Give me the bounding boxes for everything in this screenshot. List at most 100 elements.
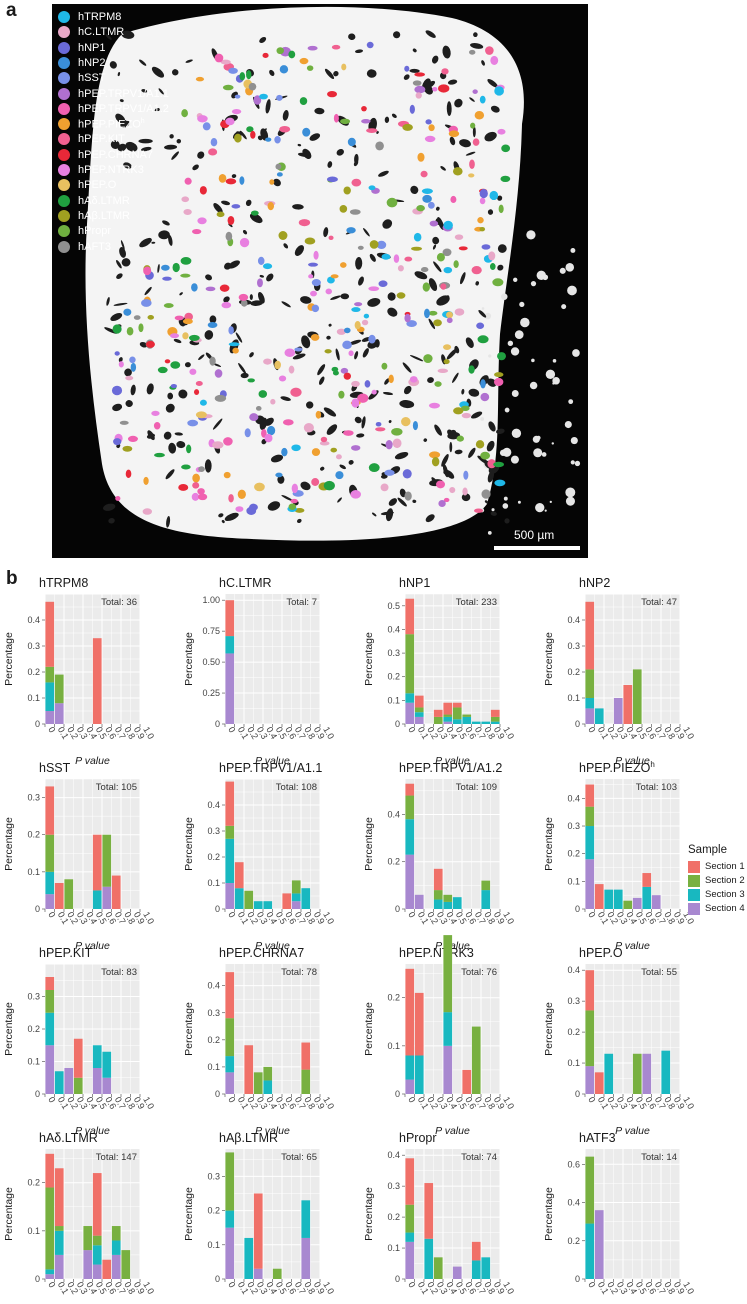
scale-bar [494, 546, 580, 550]
y-tick-label: 0.2 [567, 849, 580, 859]
y-tick-label: 0.75 [202, 626, 220, 636]
sample-legend-item: Section 1 [688, 860, 745, 873]
bar-segment [282, 893, 292, 909]
bar-segment [225, 1056, 235, 1073]
bar-segment [263, 1080, 273, 1094]
bar-segment [594, 708, 604, 724]
bar-segment [291, 880, 301, 894]
y-tick-label: 0.4 [567, 1198, 580, 1208]
total-label: Total: 109 [456, 782, 497, 793]
legend-label: hAβ.LTMR [78, 209, 130, 222]
bar-segment [45, 1269, 55, 1275]
panel-title: hSST [39, 761, 71, 775]
y-tick-label: 0 [395, 904, 400, 914]
bar-segment [54, 1254, 64, 1279]
y-tick-label: 0.6 [567, 1159, 580, 1169]
total-label: Total: 14 [641, 1152, 677, 1163]
y-tick-label: 0.2 [567, 1027, 580, 1037]
bar-segment [64, 879, 74, 909]
bar-segment [585, 1223, 595, 1279]
bar-segment [405, 1204, 415, 1233]
bar-segment [111, 1254, 121, 1279]
legend-label: hPEP.O [78, 179, 117, 192]
bar-segment [45, 990, 55, 1013]
gridlines [44, 778, 141, 910]
y-tick-label: 0.3 [567, 641, 580, 651]
x-tick-label: 1.0 [321, 1280, 336, 1296]
x-tick-label: 0 [226, 725, 237, 734]
y-axis-title: Percentage [543, 817, 555, 871]
legend-label: hPEP.TRPV1/A1.2 [78, 102, 169, 115]
sample-legend-title: Sample [688, 844, 727, 856]
y-tick-label: 0 [35, 1089, 40, 1099]
panel-title: hPEP.PIEZOh [579, 760, 655, 775]
bar-segment [92, 638, 102, 724]
legend-item: hPEP.NTRK3 [58, 163, 144, 177]
x-axis-title: P value [615, 755, 650, 767]
total-label: Total: 36 [101, 597, 137, 608]
legend-swatch [58, 56, 70, 69]
tissue-section [85, 6, 581, 541]
bar-segment [92, 1235, 102, 1246]
y-tick-label: 0 [395, 719, 400, 729]
y-tick-label: 0 [35, 904, 40, 914]
bar-segment [225, 883, 235, 909]
legend-item: hPEP.TRPV1/A1.2 [58, 102, 169, 116]
y-tick-label: 0.3 [27, 641, 40, 651]
bar-segment [405, 702, 415, 724]
bar-segment [54, 1226, 64, 1231]
bar-segment [433, 709, 443, 717]
sample-legend-label: Section 3 [705, 889, 745, 900]
bar-segment [45, 711, 55, 724]
y-tick-label: 0.1 [207, 878, 220, 888]
x-tick-label: 1.0 [141, 910, 156, 926]
y-axis-title: Percentage [183, 817, 195, 871]
bar-segment [594, 1072, 604, 1094]
legend-label: hNP1 [78, 41, 106, 54]
legend-item: hPEP.O [58, 178, 116, 192]
bar-segment [632, 1053, 642, 1094]
y-tick-label: 1.00 [202, 595, 220, 605]
x-tick-label: 1.0 [501, 910, 516, 926]
bar-segment [490, 721, 500, 724]
sample-legend-label: Section 4 [705, 903, 745, 914]
legend-swatch [58, 118, 70, 131]
sample-legend: Sample Section 1 Section 2 Section 3 Sectio… [688, 844, 745, 916]
bar-segment [45, 894, 55, 909]
bars [585, 1156, 604, 1279]
gridlines [224, 964, 321, 1095]
legend-swatch [58, 194, 70, 207]
bar-segment [225, 825, 235, 839]
bar-segment [111, 1240, 121, 1255]
y-tick-label: 0 [215, 904, 220, 914]
y-tick-label: 0.4 [387, 624, 400, 634]
total-label: Total: 233 [456, 597, 497, 608]
bar-segment [45, 666, 55, 683]
bars [405, 783, 491, 909]
bar-segment [64, 1068, 74, 1094]
bar-segment [73, 1077, 83, 1094]
y-tick-label: 0.2 [207, 1035, 220, 1045]
x-axis-title: P value [75, 755, 110, 767]
total-label: Total: 74 [461, 1152, 497, 1163]
bar-segment [405, 634, 415, 694]
legend-label: hPropr [78, 225, 112, 238]
legend-item: hPEP.TRPV1/A1.1 [58, 87, 169, 101]
panel-title: hNP2 [579, 576, 610, 590]
y-tick-label: 0 [395, 1089, 400, 1099]
bar-segment [604, 1053, 614, 1094]
legend-swatch [58, 225, 70, 238]
x-axis-title: P value [435, 1125, 470, 1137]
y-tick-label: 0.4 [387, 1150, 400, 1160]
bar-segment [623, 900, 633, 909]
bar-segment [405, 1158, 415, 1205]
bar-segment [452, 719, 462, 724]
legend-label: hTRPM8 [78, 11, 122, 23]
total-label: Total: 108 [276, 782, 317, 793]
legend-swatch [58, 72, 70, 85]
bar-segment [433, 899, 443, 909]
bar-segment [490, 716, 500, 722]
